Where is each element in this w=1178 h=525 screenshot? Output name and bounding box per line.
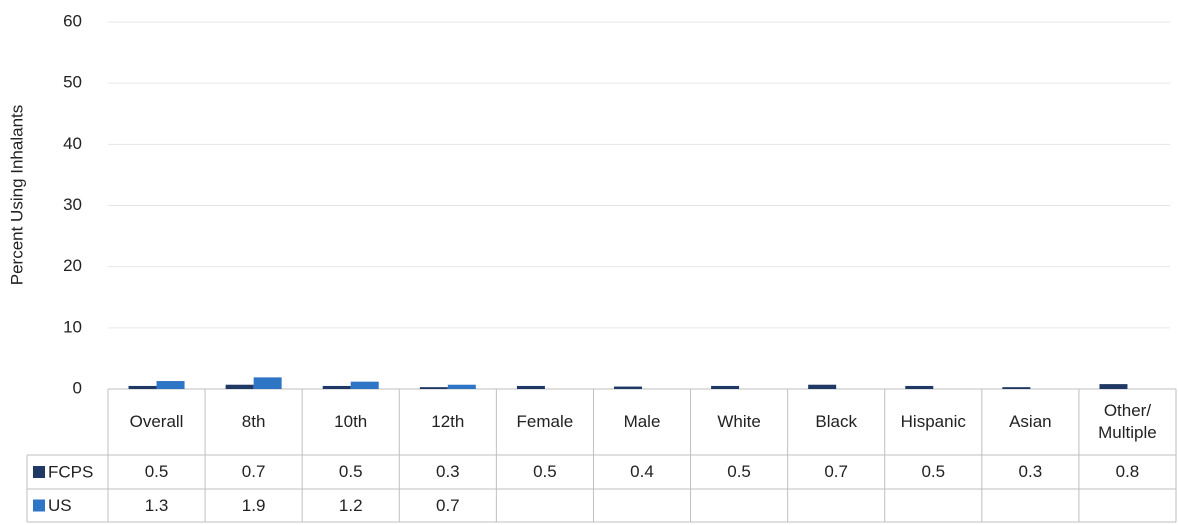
x-tick-label: 12th [431,412,465,431]
bar [516,385,545,389]
y-tick-label: 50 [63,73,82,92]
bar [447,384,476,389]
x-tick-label: 8th [241,412,266,431]
bar [419,387,448,389]
bar [128,385,157,389]
table-value: 1.9 [241,495,266,515]
table-value: 0.5 [921,462,946,481]
legend-key [33,499,45,512]
y-tick-label: 10 [63,317,82,336]
bar [711,385,740,389]
x-tick-label: Other/ Multiple [1098,401,1157,442]
legend-key [33,466,45,478]
table-value: 1.2 [338,495,363,515]
x-tick-label: Asian [1009,412,1052,431]
bar [225,384,254,389]
x-tick-label: Overall [129,412,184,431]
table-value: 0.3 [1018,462,1043,481]
table-value: 0.7 [241,462,266,481]
bar [1099,384,1128,389]
legend-label: US [48,496,72,515]
table-value: 0.7 [435,495,460,515]
bar [350,381,379,389]
table-value: 0.5 [533,462,557,481]
table-value: 0.5 [727,462,751,481]
table-value: 0.7 [824,462,848,481]
x-tick-label: Male [623,412,661,431]
x-tick-label: 10th [334,412,368,431]
x-tick-label: Black [815,412,857,431]
bar [614,386,642,389]
x-tick-label: Female [516,412,574,431]
bar [1002,387,1031,389]
bar [322,385,351,389]
bar [905,385,934,389]
table-value: 0.3 [435,462,460,481]
table-value: 0.5 [144,462,169,481]
bar [253,377,282,389]
table-value: 0.4 [630,462,654,481]
legend-label: FCPS [48,462,93,481]
bar [156,381,185,389]
y-tick-label: 30 [63,195,82,214]
y-tick-label: 20 [63,256,82,275]
bar [808,384,837,389]
table-value: 1.3 [144,495,169,515]
y-tick-label: 40 [63,134,82,153]
y-axis-label: Percent Using Inhalants [7,105,26,286]
x-tick-label: Hispanic [900,412,966,431]
table-value: 0.5 [338,462,363,481]
y-tick-label: 60 [63,11,82,30]
y-tick-label: 0 [73,378,82,397]
table-value: 0.8 [1115,462,1140,481]
x-tick-label: White [717,412,761,431]
